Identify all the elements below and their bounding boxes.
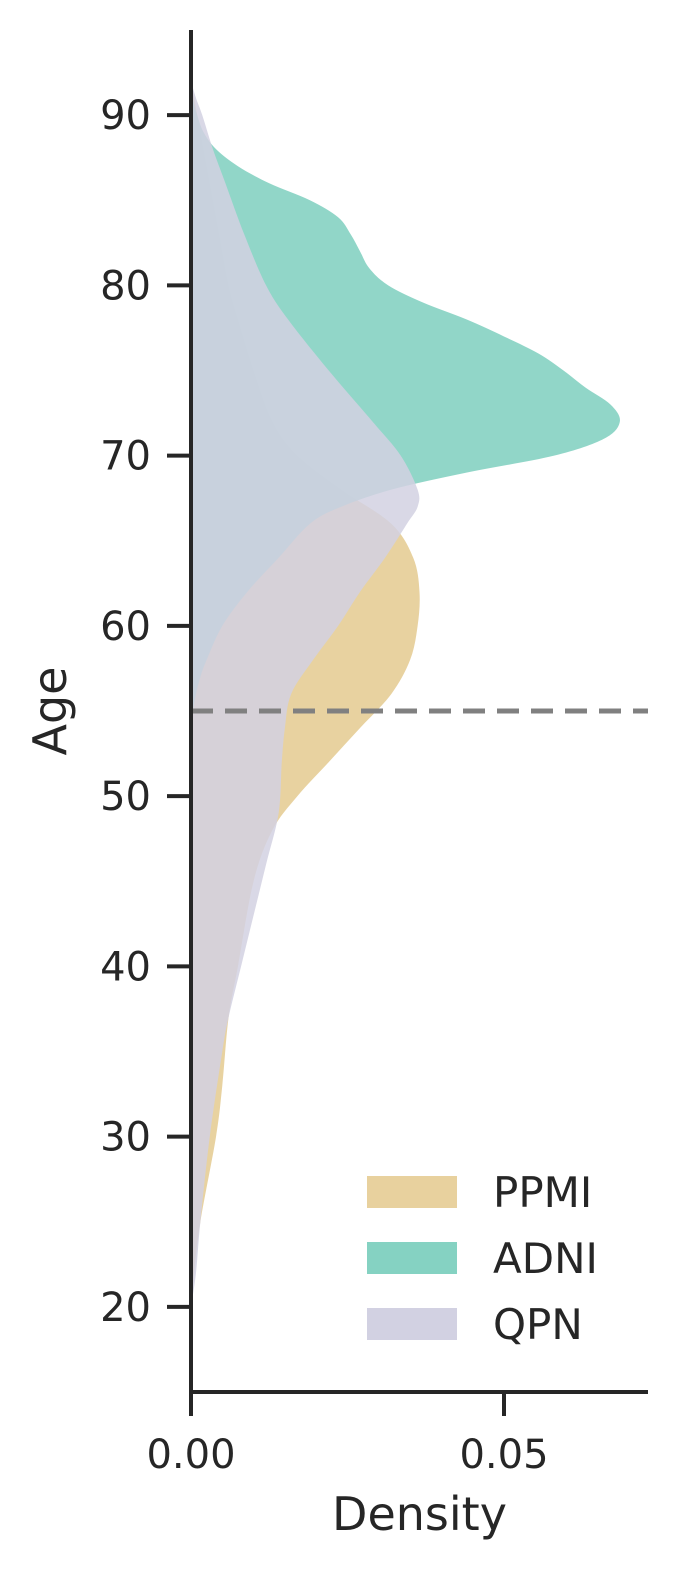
y-tick-label-30: 30 (100, 1115, 151, 1161)
x-tick-label-0-00: 0.00 (146, 1432, 235, 1478)
legend-swatch-adni (367, 1242, 457, 1274)
y-axis-title: Age (23, 667, 77, 756)
y-tick-label-40: 40 (100, 944, 151, 990)
y-tick-label-20: 20 (100, 1285, 151, 1331)
y-tick-label-90: 90 (100, 93, 151, 139)
legend-label-ppmi: PPMI (493, 1168, 592, 1217)
x-axis-title: Density (332, 1487, 507, 1541)
legend-swatch-ppmi (367, 1176, 457, 1208)
y-axis-ticks: 20 30 40 50 60 70 80 90 (100, 93, 191, 1331)
legend: PPMI ADNI QPN (367, 1168, 598, 1349)
legend-label-adni: ADNI (493, 1234, 598, 1283)
y-tick-label-60: 60 (100, 604, 151, 650)
x-tick-label-0-05: 0.05 (459, 1432, 548, 1478)
legend-swatch-qpn (367, 1308, 457, 1340)
density-area-qpn (191, 81, 420, 1307)
density-area-adni (191, 81, 620, 729)
x-axis-ticks: 0.00 0.05 (146, 1392, 549, 1478)
y-tick-label-80: 80 (100, 263, 151, 309)
density-areas (191, 81, 620, 1307)
y-tick-label-50: 50 (100, 774, 151, 820)
legend-label-qpn: QPN (493, 1300, 583, 1349)
y-tick-label-70: 70 (100, 434, 151, 480)
